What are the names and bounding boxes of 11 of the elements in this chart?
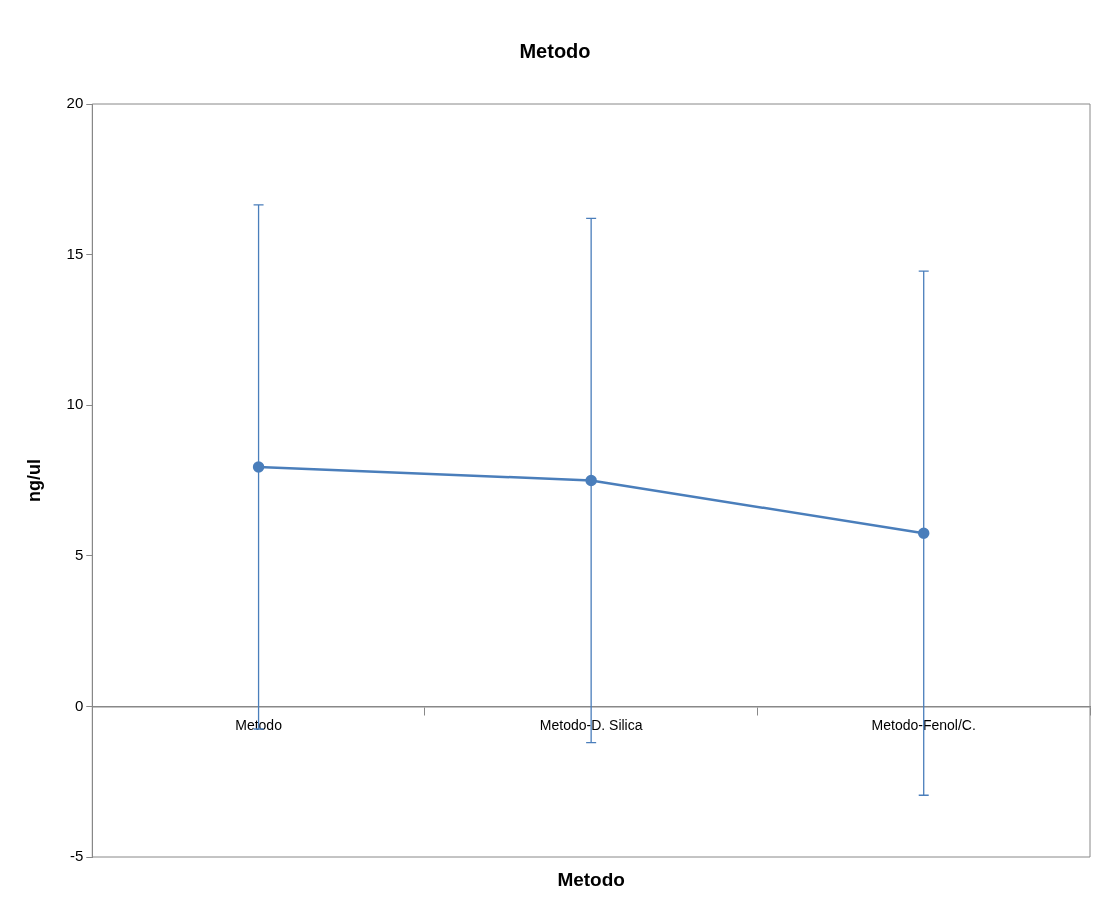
y-tick-label: 15 bbox=[66, 244, 84, 262]
y-tick-label: 5 bbox=[74, 545, 84, 563]
point bbox=[252, 461, 265, 473]
y-tick-label: -5 bbox=[69, 847, 84, 865]
y-tick-label: 0 bbox=[74, 696, 84, 714]
x-axis-title: Metodo bbox=[557, 868, 625, 890]
point bbox=[917, 527, 930, 539]
y-tick-label: 20 bbox=[66, 94, 84, 112]
y-axis-title: ng/ul bbox=[23, 459, 44, 502]
chart-title: Metodo bbox=[519, 39, 591, 62]
y-tick-label: 10 bbox=[66, 395, 84, 413]
